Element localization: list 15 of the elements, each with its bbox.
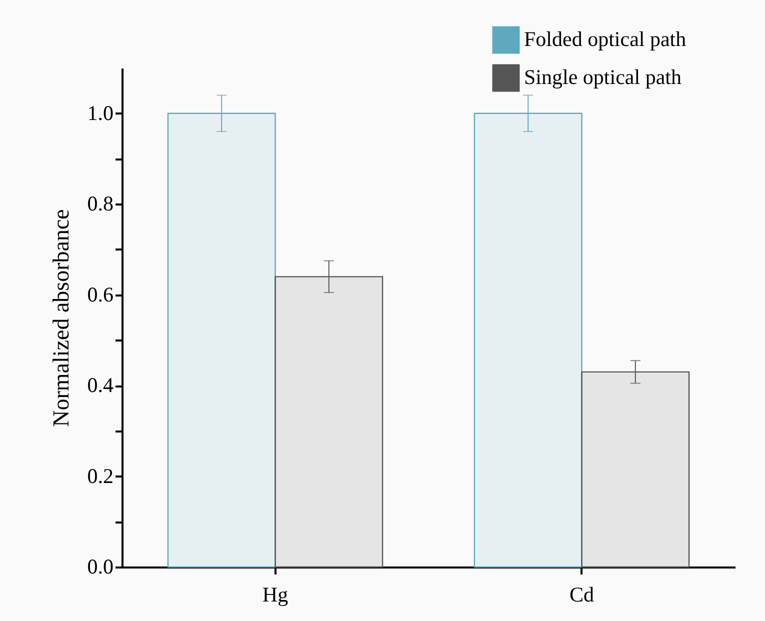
y-tick-label: 0.0 [87,554,114,578]
legend-label: Folded optical path [524,27,687,51]
y-tick-label: 0.6 [87,282,114,306]
x-tick-label: Hg [262,582,289,606]
y-tick-label: 0.8 [87,192,114,216]
bar [274,276,384,568]
bar [581,371,690,568]
x-tick-label: Cd [569,582,594,606]
bar [474,112,582,568]
y-axis-title: Normalized absorbance [48,209,74,427]
y-tick-label: 0.4 [87,373,114,398]
bar [167,112,276,568]
y-tick-label: 1.0 [87,100,114,125]
y-tick-label: 0.2 [87,464,114,488]
legend-label: Single optical path [524,65,682,89]
